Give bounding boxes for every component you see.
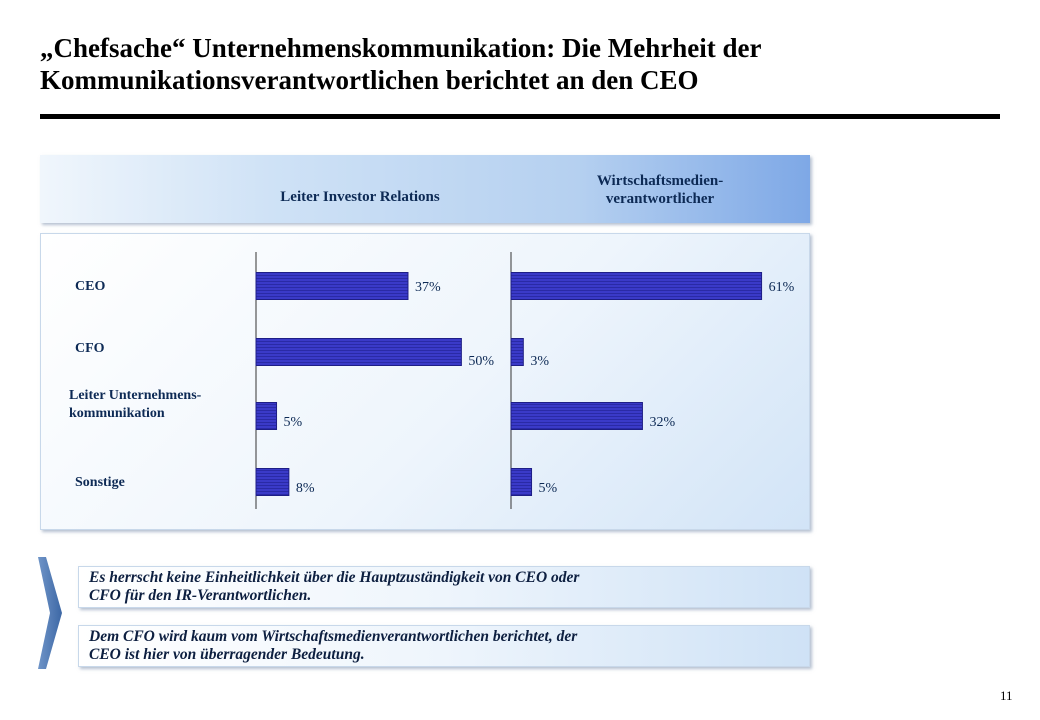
note-2: Dem CFO wird kaum vom Wirtschaftsmedienv…	[78, 625, 810, 667]
bar-series-1-1	[255, 272, 409, 300]
bar-series-2-4	[510, 468, 533, 496]
value-label-series-1-3: 5%	[284, 415, 303, 430]
category-label-sonstige: Sonstige	[75, 475, 125, 490]
value-label-series-2-1: 61%	[769, 280, 795, 295]
value-label-series-2-2: 3%	[530, 354, 549, 369]
value-label-series-1-2: 50%	[468, 354, 494, 369]
bar-series-1-2	[255, 338, 462, 366]
value-label-series-2-3: 32%	[649, 415, 675, 430]
bar-series-1-4	[255, 468, 290, 496]
bar-chart: CEO CFO Leiter Unternehmens-kommunikation S…	[69, 252, 795, 509]
page-title: „Chefsache“ Unternehmenskommunikation: D…	[40, 33, 761, 95]
value-label-series-2-4: 5%	[539, 481, 558, 496]
column-header-wirtschaftsmedien: Wirtschaftsmedien- verantwortlicher	[596, 173, 724, 207]
bar-series-1-3	[255, 402, 278, 430]
column-header-investor-relations: Leiter Investor Relations	[280, 189, 440, 205]
category-label-cfo: CFO	[75, 341, 105, 356]
bar-series-2-3	[510, 402, 643, 430]
column-header-band: Leiter Investor Relations Wirtschaftsmed…	[40, 155, 810, 223]
chevron-arrow-icon	[38, 557, 62, 669]
value-label-series-1-1: 37%	[415, 280, 441, 295]
title-rule	[40, 114, 1000, 119]
category-label-leiter-unternehmenskommunikation: Leiter Unternehmens-kommunikation	[69, 388, 202, 421]
page-number: 11	[1000, 688, 1013, 703]
value-label-series-1-4: 8%	[296, 481, 315, 496]
category-label-ceo: CEO	[75, 279, 105, 294]
bar-series-2-1	[510, 272, 763, 300]
bar-series-2-2	[510, 338, 524, 366]
note-1: Es herrscht keine Einheitlichkeit über d…	[78, 566, 810, 608]
chart-panel: CEO CFO Leiter Unternehmens-kommunikation S…	[40, 233, 810, 530]
